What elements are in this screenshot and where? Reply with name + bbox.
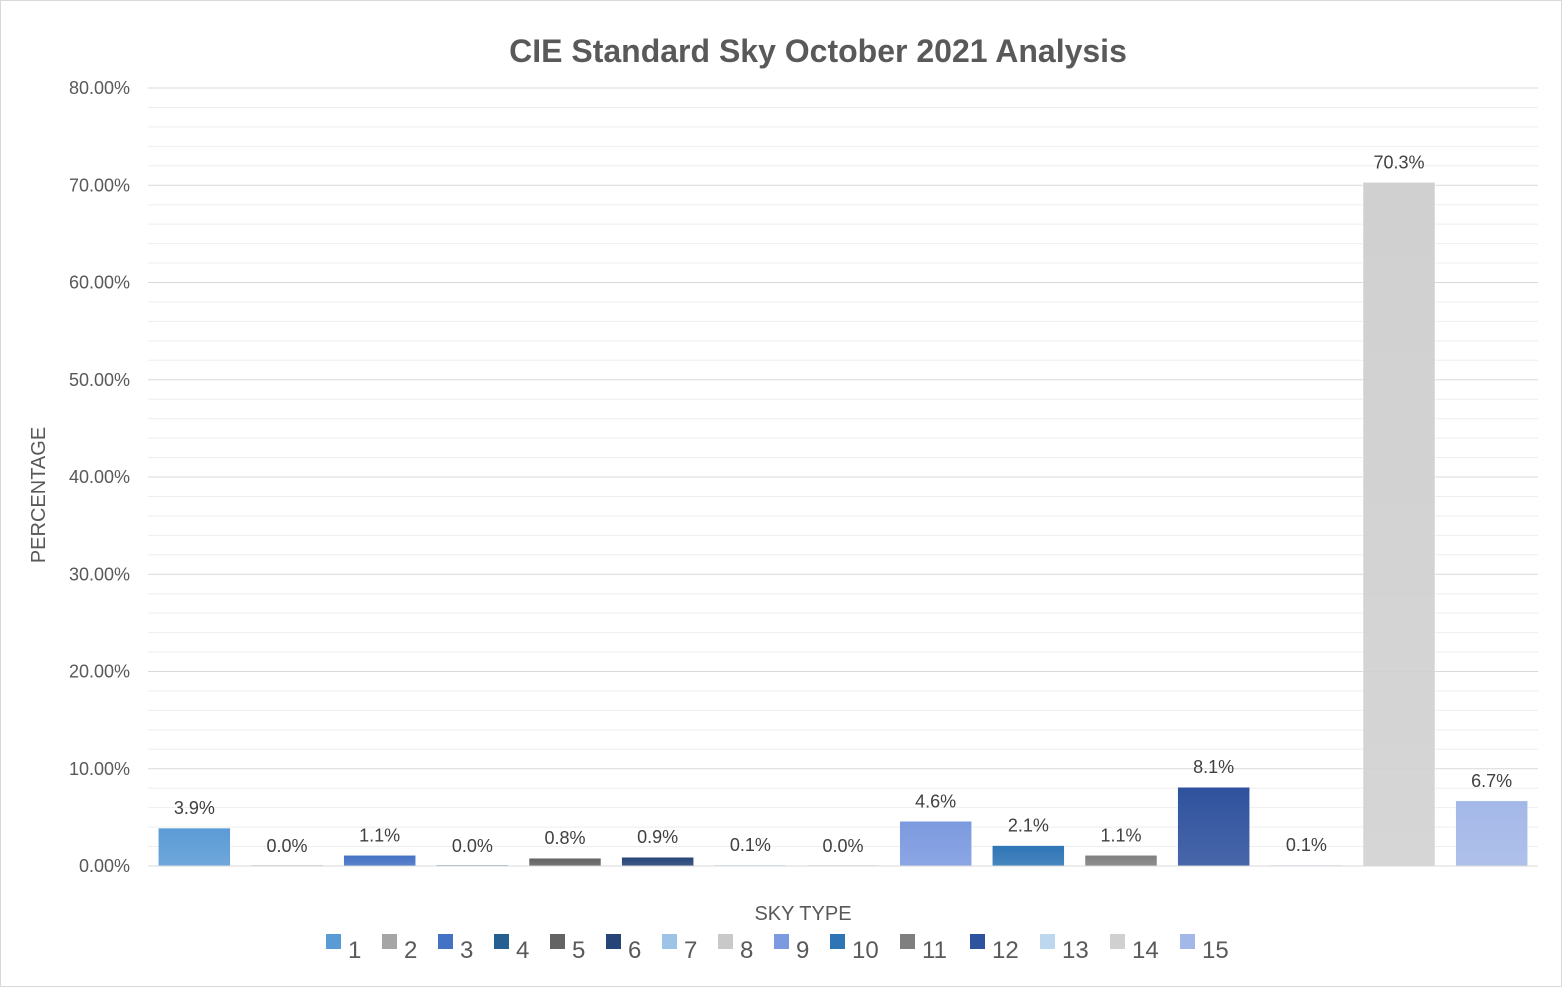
legend-label: 7	[684, 937, 697, 964]
legend-swatch	[718, 934, 733, 949]
legend-label: 12	[992, 937, 1019, 964]
legend-swatch	[382, 934, 397, 949]
data-label: 0.0%	[822, 836, 863, 856]
legend-label: 13	[1062, 937, 1089, 964]
data-label: 0.9%	[637, 827, 678, 847]
data-labels: 3.9% 0.0% 1.1% 0.0% 0.8% 0.9% 0.1% 0.0% 4.6% 2.1%…	[174, 152, 1512, 856]
bar-sky-type-11	[1084, 855, 1158, 867]
bar-sky-type-10	[992, 845, 1065, 867]
legend-label: 2	[404, 937, 417, 964]
chart-title: CIE Standard Sky October 2021 Analysis	[509, 33, 1127, 69]
legend-label: 8	[740, 937, 753, 964]
data-label: 8.1%	[1193, 757, 1234, 777]
legend-swatch	[830, 934, 845, 949]
bar-sky-type-9	[899, 821, 972, 867]
legend-label: 1	[348, 937, 361, 964]
legend-swatch	[900, 934, 915, 949]
bar-sky-type-12	[1177, 786, 1250, 867]
legend-swatch	[970, 934, 985, 949]
y-tick-label: 80.00%	[69, 78, 130, 98]
data-label: 0.1%	[730, 835, 771, 855]
y-tick-label: 0.00%	[79, 856, 130, 876]
legend-swatch	[606, 934, 621, 949]
y-tick-label: 30.00%	[69, 564, 130, 584]
bar-sky-type-3	[343, 855, 416, 867]
y-tick-label: 20.00%	[69, 662, 130, 682]
legend-label: 11	[922, 937, 947, 964]
legend-swatch	[1180, 934, 1195, 949]
y-tick-label: 70.00%	[69, 175, 130, 195]
bar-sky-type-1	[158, 827, 231, 867]
gridlines	[148, 87, 1538, 848]
legend-label: 15	[1202, 937, 1229, 964]
data-label: 6.7%	[1471, 771, 1512, 791]
data-label: 1.1%	[1100, 825, 1141, 845]
data-label: 0.0%	[452, 836, 493, 856]
legend-label: 6	[628, 937, 641, 964]
data-label: 70.3%	[1373, 152, 1424, 172]
legend-label: 4	[516, 937, 529, 964]
data-label: 4.6%	[915, 791, 956, 811]
bar-sky-type-5	[528, 857, 602, 867]
y-tick-label: 10.00%	[69, 759, 130, 779]
legend-swatch	[1110, 934, 1125, 949]
legend-swatch	[438, 934, 453, 949]
legend-swatch	[662, 934, 677, 949]
y-tick-label: 60.00%	[69, 273, 130, 293]
legend-label: 9	[796, 937, 809, 964]
legend-swatch	[326, 934, 341, 949]
y-tick-label: 50.00%	[69, 370, 130, 390]
y-tick-label: 40.00%	[69, 467, 130, 487]
bar-sky-type-15	[1455, 800, 1528, 867]
bars	[158, 182, 1528, 867]
legend-swatch	[550, 934, 565, 949]
data-label: 1.1%	[359, 825, 400, 845]
legend-swatch	[1040, 934, 1055, 949]
legend-label: 5	[572, 937, 585, 964]
legend-label: 14	[1132, 937, 1159, 964]
bar-sky-type-6	[621, 856, 694, 867]
legend-label: 10	[852, 937, 879, 964]
y-axis-ticks: 0.00% 10.00% 20.00% 30.00% 40.00% 50.00% 60.00…	[69, 78, 130, 876]
bar-sky-type-14	[1362, 182, 1436, 867]
data-label: 3.9%	[174, 798, 215, 818]
data-label: 2.1%	[1008, 816, 1049, 836]
y-axis-title: PERCENTAGE	[28, 427, 50, 563]
legend-swatch	[494, 934, 509, 949]
data-label: 0.1%	[1286, 835, 1327, 855]
x-axis-title: SKY TYPE	[754, 903, 851, 925]
legend-swatch	[774, 934, 789, 949]
data-label: 0.8%	[544, 828, 585, 848]
data-label: 0.0%	[266, 836, 307, 856]
legend: 1 2 3 4 5 6 7 8 9 10 11 12 13 14 15	[326, 934, 1229, 964]
legend-label: 3	[460, 937, 473, 964]
